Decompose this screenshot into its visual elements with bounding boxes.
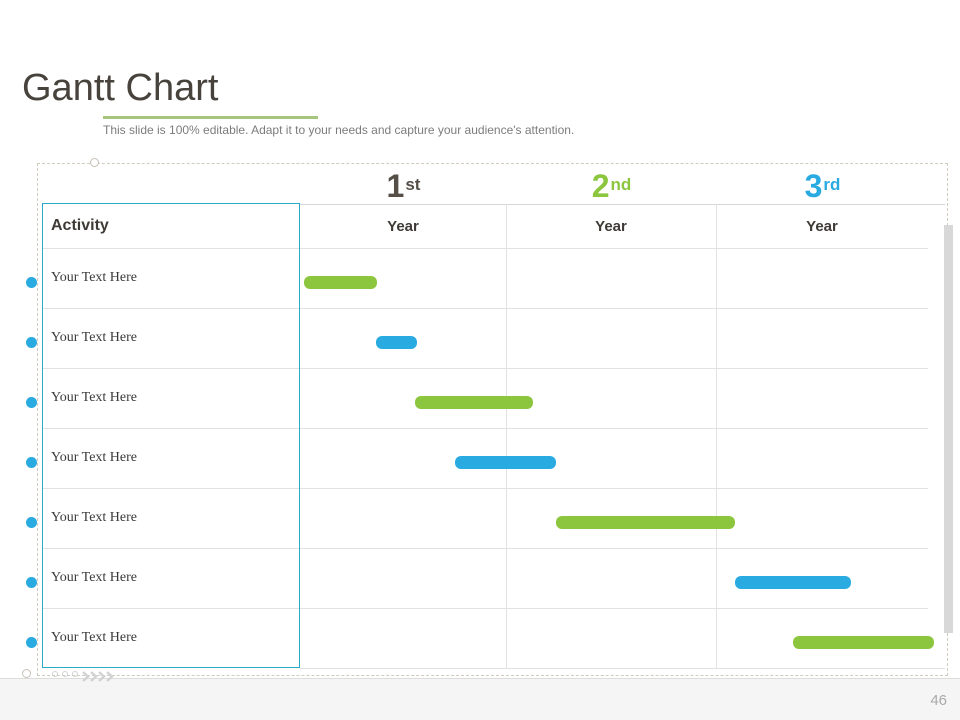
ordinal-number: 1 — [386, 168, 405, 204]
gantt-bar-blue[interactable] — [735, 575, 852, 589]
ordinal-suffix: rd — [823, 174, 841, 194]
resize-handle-bottom-left[interactable] — [22, 669, 31, 678]
activity-label: Your Text Here — [51, 390, 137, 405]
year-header-3: Year — [806, 217, 838, 235]
footer-dots-icon — [52, 671, 78, 677]
slide-subtitle: This slide is 100% editable. Adapt it to… — [103, 123, 575, 137]
activity-column-header: Activity — [51, 217, 109, 234]
activity-rows: Your Text Here Your Text Here Your Text He… — [42, 248, 300, 668]
row-separator — [43, 308, 928, 309]
circle-icon — [72, 671, 78, 677]
row-bullet-icon — [26, 277, 37, 288]
column-separator — [716, 204, 717, 668]
activity-label: Your Text Here — [51, 270, 137, 285]
gantt-bar-blue[interactable] — [375, 335, 417, 349]
footer-strip — [0, 678, 960, 720]
gantt-bar-blue[interactable] — [455, 455, 557, 469]
ordinal-suffix: nd — [610, 174, 632, 194]
year-header-2: Year — [595, 217, 627, 235]
gantt-bar-green[interactable] — [303, 275, 377, 289]
footer-chevrons-icon — [82, 669, 118, 687]
year-header-row: Year Year Year — [300, 204, 928, 248]
row-bullet-icon — [26, 517, 37, 528]
resize-handle-top[interactable] — [90, 158, 99, 167]
activity-label: Your Text Here — [51, 450, 137, 465]
row-bullet-icon — [26, 457, 37, 468]
activity-column-box — [42, 203, 300, 668]
activity-label: Your Text Here — [51, 570, 137, 585]
row-bullet-icon — [26, 577, 37, 588]
table-top-line — [300, 204, 945, 205]
row-separator — [43, 428, 928, 429]
row-separator — [43, 248, 928, 249]
circle-icon — [62, 671, 68, 677]
ordinal-header-row: 1st 2nd 3rd — [300, 160, 928, 204]
title-underline — [103, 116, 318, 119]
ordinal-number: 2 — [591, 168, 610, 204]
header-3rd: 3rd — [716, 170, 928, 204]
row-separator — [43, 548, 928, 549]
activity-label: Your Text Here — [51, 330, 137, 345]
vertical-scrollbar[interactable] — [944, 225, 953, 633]
ordinal-number: 3 — [804, 168, 823, 204]
gantt-bar-green[interactable] — [792, 635, 935, 649]
row-separator — [43, 608, 928, 609]
row-bullets — [0, 248, 42, 668]
gantt-bar-green[interactable] — [414, 395, 533, 409]
table-bottom-line — [300, 668, 945, 669]
row-separator — [43, 488, 928, 489]
gantt-bars — [300, 248, 935, 668]
page-number: 46 — [930, 692, 947, 709]
row-bullet-icon — [26, 397, 37, 408]
column-separator — [506, 204, 507, 668]
gantt-bar-green[interactable] — [556, 515, 736, 529]
header-2nd: 2nd — [506, 170, 716, 204]
activity-label: Your Text Here — [51, 510, 137, 525]
ordinal-suffix: st — [405, 174, 421, 194]
circle-icon — [52, 671, 58, 677]
row-bullet-icon — [26, 637, 37, 648]
row-separator — [43, 368, 928, 369]
year-header-1: Year — [387, 217, 419, 235]
page-title: Gantt Chart — [22, 67, 219, 109]
header-1st: 1st — [300, 170, 506, 204]
activity-label: Your Text Here — [51, 630, 137, 645]
row-bullet-icon — [26, 337, 37, 348]
